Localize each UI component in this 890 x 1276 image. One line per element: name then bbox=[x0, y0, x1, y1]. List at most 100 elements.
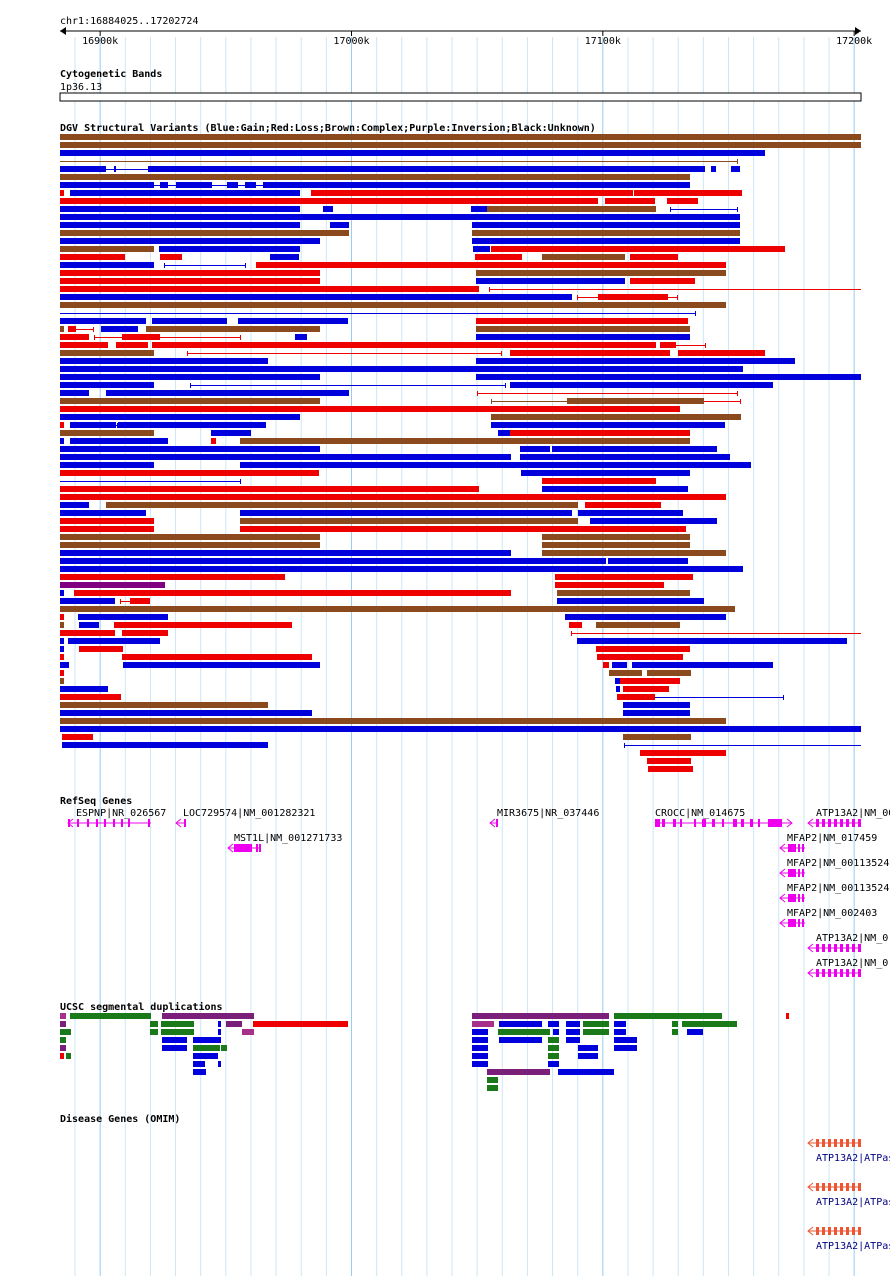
sv-feature[interactable] bbox=[476, 358, 795, 364]
segdup-feature[interactable] bbox=[193, 1045, 220, 1051]
sv-feature[interactable] bbox=[60, 358, 268, 364]
sv-feature[interactable] bbox=[60, 470, 319, 476]
sv-feature[interactable] bbox=[60, 230, 349, 236]
sv-feature[interactable] bbox=[60, 646, 64, 652]
segdup-feature[interactable] bbox=[614, 1037, 637, 1043]
segdup-feature[interactable] bbox=[687, 1029, 703, 1035]
sv-feature[interactable] bbox=[632, 662, 773, 668]
sv-feature[interactable] bbox=[60, 558, 606, 564]
sv-feature[interactable] bbox=[60, 590, 64, 596]
segdup-feature[interactable] bbox=[566, 1029, 580, 1035]
sv-feature[interactable] bbox=[60, 246, 154, 252]
gene-atp13a2[interactable] bbox=[807, 943, 861, 953]
sv-feature[interactable] bbox=[245, 182, 256, 188]
segdup-feature[interactable] bbox=[682, 1021, 737, 1027]
sv-feature[interactable] bbox=[623, 702, 690, 708]
sv-feature[interactable] bbox=[660, 342, 676, 348]
gene-mir3675[interactable] bbox=[489, 818, 498, 828]
sv-feature[interactable] bbox=[60, 238, 320, 244]
sv-feature[interactable] bbox=[60, 534, 320, 540]
sv-feature[interactable] bbox=[542, 542, 690, 548]
segdup-feature[interactable] bbox=[487, 1085, 498, 1091]
segdup-feature[interactable] bbox=[672, 1029, 678, 1035]
sv-feature[interactable] bbox=[476, 278, 625, 284]
sv-feature[interactable] bbox=[60, 198, 598, 204]
sv-feature[interactable] bbox=[476, 270, 726, 276]
sv-feature[interactable] bbox=[68, 638, 160, 644]
sv-feature[interactable] bbox=[542, 254, 625, 260]
gene-atp13a2[interactable] bbox=[807, 818, 861, 828]
sv-feature[interactable] bbox=[565, 614, 726, 620]
cytoband-track[interactable]: Cytogenetic Bands 1p36.13 bbox=[59, 68, 862, 102]
sv-feature[interactable] bbox=[521, 470, 690, 476]
sv-feature[interactable] bbox=[60, 502, 89, 508]
sv-feature[interactable] bbox=[68, 326, 76, 332]
sv-feature[interactable] bbox=[60, 694, 121, 700]
sv-feature[interactable] bbox=[60, 318, 146, 324]
sv-feature[interactable] bbox=[60, 278, 320, 284]
segdup-feature[interactable] bbox=[472, 1045, 488, 1051]
sv-feature[interactable] bbox=[60, 174, 690, 180]
sv-feature[interactable] bbox=[60, 582, 165, 588]
sv-feature[interactable] bbox=[240, 510, 572, 516]
sv-feature[interactable] bbox=[542, 534, 690, 540]
sv-feature[interactable] bbox=[60, 494, 726, 500]
sv-feature[interactable] bbox=[60, 598, 115, 604]
segdup-feature[interactable] bbox=[614, 1045, 637, 1051]
sv-feature[interactable] bbox=[617, 694, 655, 700]
refseq-glyphs[interactable] bbox=[67, 818, 861, 978]
segdup-feature[interactable] bbox=[548, 1045, 559, 1051]
sv-feature[interactable] bbox=[130, 598, 150, 604]
sv-feature[interactable] bbox=[590, 518, 717, 524]
segdup-feature[interactable] bbox=[60, 1037, 66, 1043]
sv-feature[interactable] bbox=[60, 542, 320, 548]
segdup-feature[interactable] bbox=[566, 1021, 580, 1027]
sv-feature[interactable] bbox=[491, 422, 725, 428]
segdup-feature[interactable] bbox=[614, 1013, 722, 1019]
sv-feature[interactable] bbox=[60, 334, 89, 340]
sv-feature[interactable] bbox=[60, 182, 154, 188]
refseq-track[interactable]: RefSeq Genes ESPNP|NR_026567 LOC729574|N… bbox=[60, 796, 890, 978]
dgv-features[interactable] bbox=[60, 134, 861, 772]
sv-feature[interactable] bbox=[623, 734, 691, 740]
sv-feature[interactable] bbox=[176, 182, 212, 188]
sv-feature[interactable] bbox=[620, 678, 680, 684]
gene-mfap2[interactable] bbox=[779, 868, 805, 878]
sv-feature[interactable] bbox=[510, 430, 690, 436]
sv-feature[interactable] bbox=[616, 686, 620, 692]
segdup-feature[interactable] bbox=[70, 1013, 151, 1019]
sv-feature[interactable] bbox=[295, 334, 307, 340]
sv-feature[interactable] bbox=[60, 214, 740, 220]
sv-feature[interactable] bbox=[473, 246, 490, 252]
sv-feature[interactable] bbox=[542, 478, 656, 484]
sv-feature[interactable] bbox=[64, 662, 69, 668]
segdup-feature[interactable] bbox=[472, 1037, 488, 1043]
segdup-feature[interactable] bbox=[578, 1053, 598, 1059]
sv-feature[interactable] bbox=[557, 590, 690, 596]
segdup-feature[interactable] bbox=[487, 1077, 498, 1083]
sv-feature[interactable] bbox=[472, 238, 740, 244]
omim-gene-atp13a2[interactable] bbox=[807, 1226, 861, 1236]
sv-feature[interactable] bbox=[60, 670, 64, 676]
sv-feature[interactable] bbox=[476, 334, 690, 340]
sv-feature[interactable] bbox=[60, 294, 572, 300]
segdup-feature[interactable] bbox=[218, 1061, 221, 1067]
sv-feature[interactable] bbox=[542, 486, 688, 492]
sv-feature[interactable] bbox=[60, 374, 320, 380]
segdup-feature[interactable] bbox=[162, 1045, 187, 1051]
segdup-feature[interactable] bbox=[614, 1029, 626, 1035]
sv-feature[interactable] bbox=[60, 398, 320, 404]
sv-feature[interactable] bbox=[60, 302, 726, 308]
sv-feature[interactable] bbox=[491, 246, 785, 252]
sv-feature[interactable] bbox=[60, 454, 511, 460]
omim-gene-atp13a2[interactable] bbox=[807, 1182, 861, 1192]
sv-feature[interactable] bbox=[60, 350, 154, 356]
sv-feature[interactable] bbox=[60, 406, 680, 412]
sv-feature[interactable] bbox=[270, 254, 299, 260]
sv-feature[interactable] bbox=[240, 462, 751, 468]
sv-feature[interactable] bbox=[667, 198, 698, 204]
sv-feature[interactable] bbox=[578, 510, 683, 516]
sv-feature[interactable] bbox=[227, 182, 238, 188]
segdup-feature[interactable] bbox=[472, 1013, 609, 1019]
segdup-feature[interactable] bbox=[548, 1037, 559, 1043]
